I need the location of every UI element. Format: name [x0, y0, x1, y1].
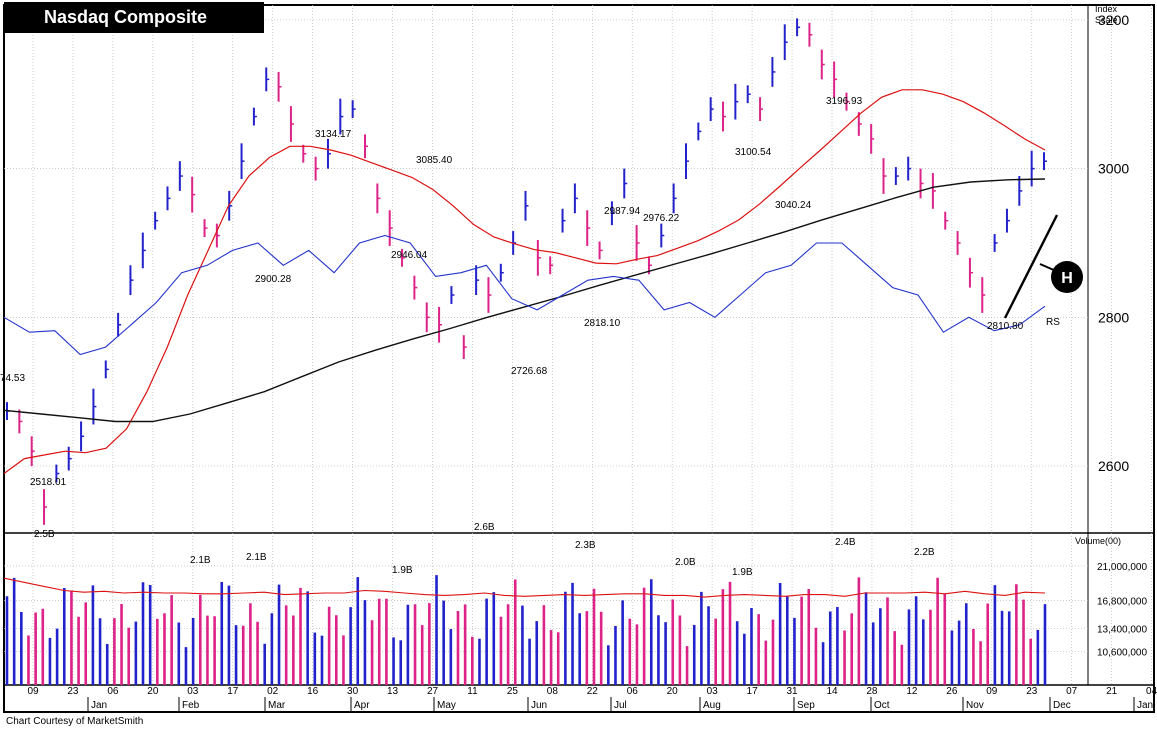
volume-annotation: 2.0B — [675, 557, 696, 568]
y-tick-label: 2800 — [1098, 309, 1129, 325]
handle-trendline — [1003, 214, 1059, 319]
x-tick-label: 31 — [786, 686, 798, 697]
y-tick-label: 3000 — [1098, 161, 1129, 177]
handle-marker — [1051, 261, 1083, 293]
month-label: Dec — [1053, 700, 1071, 711]
price-annotation: 2976.22 — [643, 213, 680, 224]
x-tick-label: 20 — [667, 686, 679, 697]
x-tick-label: 30 — [347, 686, 359, 697]
volume-bars — [3, 575, 1047, 685]
chart-frame — [3, 4, 1155, 713]
x-tick-label: 13 — [387, 686, 399, 697]
x-tick-label: 12 — [906, 686, 918, 697]
x-tick-label: 25 — [507, 686, 519, 697]
price-annotation: 2987.94 — [604, 206, 641, 217]
indicator-lines — [3, 89, 1046, 474]
outer-frame — [3, 4, 1155, 713]
x-tick-label: 09 — [986, 686, 998, 697]
rs-line — [3, 234, 1046, 356]
volume-label: Volume(00) — [1075, 536, 1121, 546]
volume-annotation: 1.9B — [392, 565, 413, 576]
x-tick-label: 16 — [307, 686, 319, 697]
price-annotation: 3040.24 — [775, 200, 812, 211]
x-tick-label: 23 — [1026, 686, 1038, 697]
price-annotation: 2900.28 — [255, 274, 292, 285]
x-tick-label: 09 — [27, 686, 39, 697]
volume-annotation: 2.5B — [34, 529, 55, 540]
x-tick-label: 11 — [467, 686, 478, 697]
handle-marker-label: H — [1061, 270, 1073, 287]
ma-short-line — [3, 89, 1046, 474]
x-tick-label: 20 — [147, 686, 159, 697]
vol-tick-label: 21,000,000 — [1097, 562, 1147, 573]
price-annotation: 2946.04 — [391, 250, 428, 261]
ma-long-line — [3, 178, 1046, 423]
x-tick-label: 27 — [427, 686, 439, 697]
x-tick-label: 17 — [747, 686, 759, 697]
vol-tick-label: 10,600,000 — [1097, 647, 1147, 658]
price-annotation: RS — [1046, 317, 1060, 328]
price-annotation: 3085.40 — [416, 155, 453, 166]
x-tick-label: 04 — [1146, 686, 1157, 697]
month-label: Aug — [703, 700, 721, 711]
x-tick-label: 14 — [826, 686, 838, 697]
x-tick-label: 03 — [187, 686, 199, 697]
volume-annotation: 2.4B — [835, 537, 856, 548]
volume-annotation: 2.6B — [474, 522, 495, 533]
month-label: Jul — [614, 700, 627, 711]
month-label: Jun — [531, 700, 547, 711]
x-tick-label: 07 — [1066, 686, 1078, 697]
vol-tick-label: 13,400,000 — [1097, 624, 1147, 635]
month-label: Jan — [1137, 700, 1153, 711]
price-annotation: 3196.93 — [826, 96, 863, 107]
vol-tick-label: 16,800,000 — [1097, 596, 1147, 607]
volume-annotation: 2.3B — [575, 540, 596, 551]
price-annotation: 2818.10 — [584, 318, 621, 329]
x-tick-label: 23 — [67, 686, 79, 697]
month-label: Sep — [797, 700, 815, 711]
x-tick-label: 06 — [627, 686, 639, 697]
month-label: Mar — [268, 700, 286, 711]
month-label: Feb — [182, 700, 200, 711]
chart-credit: Chart Courtesy of MarketSmith — [6, 716, 144, 727]
y-tick-label: 3200 — [1098, 12, 1129, 28]
x-tick-label: 06 — [107, 686, 119, 697]
price-annotation: 74.53 — [0, 373, 25, 384]
grid — [4, 5, 1152, 685]
month-label: Oct — [874, 700, 890, 711]
month-label: Jan — [91, 700, 107, 711]
x-tick-label: 26 — [946, 686, 958, 697]
x-tick-label: 22 — [587, 686, 599, 697]
volume-annotation: 2.2B — [914, 547, 935, 558]
x-tick-label: 21 — [1106, 686, 1118, 697]
price-annotation: 3134.17 — [315, 129, 352, 140]
month-label: Nov — [966, 700, 984, 711]
price-annotation: 2810.80 — [987, 321, 1024, 332]
chart-title: Nasdaq Composite — [4, 2, 264, 33]
volume-annotation: 2.1B — [190, 555, 211, 566]
volume-annotation: 1.9B — [732, 567, 753, 578]
price-bars — [6, 18, 1047, 525]
price-annotation: 3100.54 — [735, 147, 772, 158]
x-tick-label: 17 — [227, 686, 239, 697]
price-annotation: 2518.01 — [30, 477, 67, 488]
chart-labels: 09 23 06 20 03 17 02 16 30 13 27 11 25 08 22 06 20 03 17 31… — [0, 12, 1157, 712]
month-label: May — [437, 700, 456, 711]
x-tick-label: 08 — [547, 686, 559, 697]
index-scale-label: Index Scale — [1095, 4, 1118, 25]
volume-average-line — [3, 577, 1046, 598]
month-label: Apr — [354, 700, 370, 711]
volume-annotation: 2.1B — [246, 552, 267, 563]
y-tick-label: 2600 — [1098, 458, 1129, 474]
x-tick-label: 28 — [866, 686, 878, 697]
x-tick-label: 02 — [267, 686, 279, 697]
price-annotation: 2726.68 — [511, 366, 548, 377]
x-tick-label: 03 — [707, 686, 719, 697]
